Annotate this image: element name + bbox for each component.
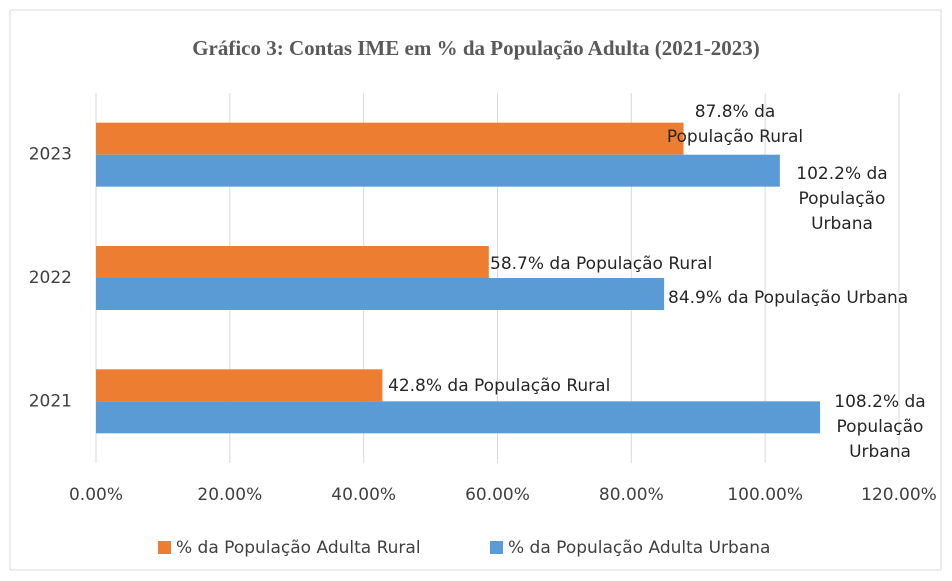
data-label: 42.8% da População Rural: [388, 376, 611, 396]
data-label: 84.9% da População Urbana: [668, 288, 909, 308]
y-tick-label: 2023: [29, 145, 72, 165]
y-tick-label: 2022: [29, 268, 72, 288]
x-tick-label: 40.00%: [331, 485, 396, 505]
legend-label: % da População Adulta Urbana: [508, 538, 770, 558]
data-label: 87.8% da População Rural: [666, 102, 804, 147]
bar: [96, 278, 665, 310]
chart-title: Gráfico 3: Contas IME em % da População …: [192, 36, 760, 60]
bar: [96, 369, 383, 402]
x-tick-label: 0.00%: [69, 485, 123, 505]
data-label: 102.2% da População Urbana: [796, 164, 888, 234]
data-label: 108.2% da População Urbana: [834, 392, 926, 462]
x-tick-label: 20.00%: [197, 485, 262, 505]
data-label: 58.7% da População Rural: [490, 254, 713, 274]
y-tick-label: 2021: [29, 391, 72, 411]
x-tick-label: 120.00%: [861, 485, 937, 505]
x-tick-label: 80.00%: [599, 485, 664, 505]
x-tick-label: 60.00%: [465, 485, 530, 505]
bar: [96, 154, 780, 187]
legend-swatch: [158, 541, 171, 554]
bar: [96, 122, 684, 155]
bar: [96, 246, 489, 278]
legend-label: % da População Adulta Rural: [176, 538, 421, 558]
x-tick-label: 100.00%: [727, 485, 803, 505]
legend-swatch: [490, 541, 503, 554]
bar: [96, 401, 821, 434]
